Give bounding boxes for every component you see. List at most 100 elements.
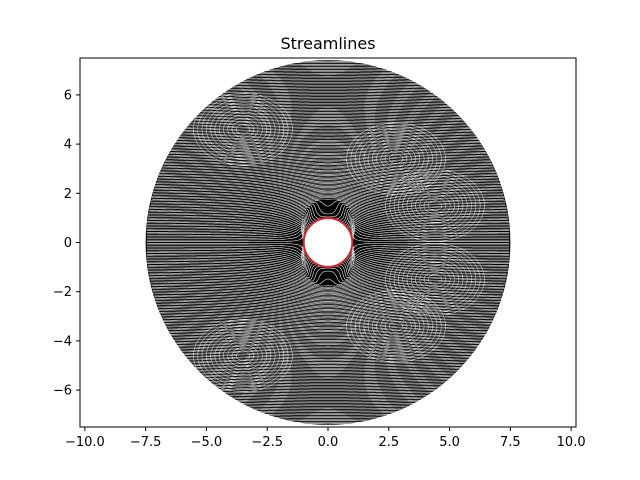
vortex-ring (393, 175, 477, 236)
vortex-ring (406, 184, 464, 227)
streamline (227, 88, 429, 90)
streamline (148, 202, 508, 216)
streamline (161, 161, 495, 169)
x-tick-label: 2.5 (378, 435, 399, 450)
streamline (151, 187, 505, 199)
streamline (236, 82, 420, 84)
vortex-ring (384, 150, 408, 168)
vortex-ring (402, 255, 468, 304)
streamline (191, 363, 465, 367)
streamline (154, 297, 502, 307)
streamline (160, 165, 496, 173)
streamline (149, 194, 507, 208)
streamline (170, 332, 486, 338)
vortex-ring (210, 105, 276, 154)
streamline (174, 138, 482, 144)
vortex-ring (419, 268, 451, 291)
streamline (149, 198, 507, 213)
vortex-ring (376, 144, 416, 174)
streamline (152, 293, 504, 303)
streamline (176, 343, 480, 348)
streamline (228, 86, 428, 89)
y-tick-label: 4 (64, 138, 72, 153)
streamline (190, 362, 466, 366)
streamline (151, 188, 505, 200)
vortex-ring (214, 334, 272, 377)
streamline (234, 83, 422, 86)
streamline (241, 79, 415, 81)
streamline (162, 160, 494, 167)
vortex-ring (406, 258, 464, 301)
streamline (188, 360, 468, 365)
y-tick-label: 2 (64, 187, 72, 202)
streamline (170, 147, 486, 153)
streamline (150, 193, 506, 206)
streamline (245, 77, 411, 79)
streamline (213, 385, 443, 388)
streamline (262, 70, 394, 72)
streamline (194, 115, 462, 119)
vortex-ring (235, 124, 250, 135)
streamline (152, 184, 504, 195)
streamline (176, 137, 480, 142)
vortex-ring (367, 305, 425, 347)
vortex-ring (206, 102, 280, 157)
streamline (149, 196, 507, 210)
streamline (165, 324, 491, 331)
wake-vortex-patterns (193, 93, 485, 392)
streamline (178, 346, 478, 351)
streamline (239, 80, 417, 82)
streamline (149, 272, 507, 287)
streamline (182, 352, 474, 357)
streamline (251, 74, 405, 76)
vortex-ring (346, 122, 446, 196)
streamline (172, 337, 484, 343)
streamline (193, 365, 463, 369)
vortex-ring (197, 96, 289, 163)
streamline (228, 396, 428, 399)
vortex-ring (389, 321, 404, 332)
streamline (213, 97, 443, 100)
vortex-ring (359, 131, 433, 186)
vortex-ring (385, 243, 485, 316)
streamline (150, 282, 506, 294)
streamline (152, 182, 504, 192)
vortex-ring (218, 338, 267, 374)
streamline (150, 192, 506, 205)
streamline (180, 129, 476, 134)
x-tick-label: −5.0 (191, 435, 223, 450)
streamline (262, 413, 394, 415)
streamline (185, 123, 471, 128)
streamline (160, 312, 496, 320)
streamline (161, 315, 495, 323)
streamline (150, 189, 506, 202)
streamline (216, 387, 440, 390)
vortex-ring (372, 141, 421, 177)
streamline (224, 89, 432, 92)
streamline (190, 119, 466, 123)
streamline (196, 370, 460, 373)
streamline (224, 393, 432, 396)
vortex-ring (428, 200, 442, 211)
vortex-ring (389, 153, 404, 164)
streamline (148, 200, 508, 214)
streamline (150, 279, 506, 292)
vortex-ring (210, 331, 276, 380)
streamline (151, 286, 505, 298)
streamline (255, 410, 401, 412)
streamline (161, 162, 495, 170)
vortex-ring (384, 317, 408, 335)
vortex-ring (372, 308, 421, 344)
streamline (157, 305, 499, 314)
chart-title: Streamlines (280, 34, 375, 53)
vortex-ring (206, 328, 280, 383)
x-tick-label: 10.0 (557, 435, 586, 450)
vortex-ring (350, 293, 442, 360)
y-axis: −6 −4 −2 0 2 4 6 (53, 88, 80, 399)
streamline (165, 155, 491, 162)
vortex-ring (380, 147, 412, 171)
streamline (236, 401, 420, 403)
streamline (185, 357, 471, 362)
vortex-ring (367, 138, 425, 180)
streamline (184, 125, 472, 130)
